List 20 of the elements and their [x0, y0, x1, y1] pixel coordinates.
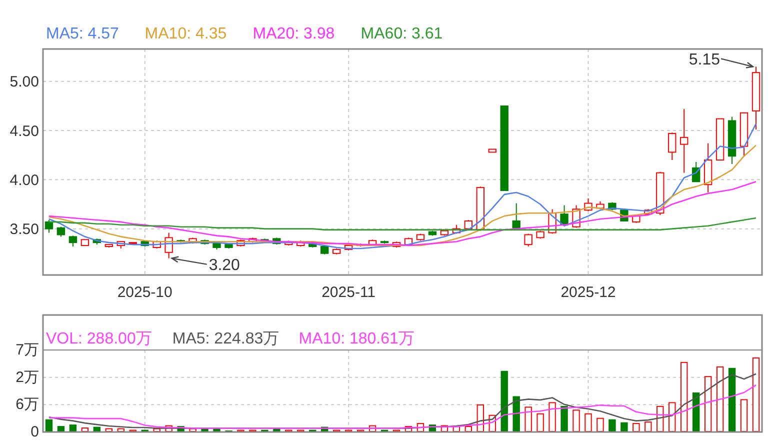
y-tick-label: 5.00 [10, 74, 39, 91]
text: MA5: 4.57 [46, 26, 120, 43]
y-tick-label: 4.50 [10, 122, 39, 140]
annotation: 3.20 [208, 256, 240, 274]
annotation: 5.15 [688, 51, 720, 68]
text: MA10: 4.35 [144, 26, 227, 43]
text: 7万 [16, 342, 39, 358]
text: MA60: 3.61 [360, 26, 443, 43]
text: VOL: 288.00万 [46, 330, 152, 348]
text: 0 [30, 424, 39, 440]
y-tick-label: 3.50 [10, 221, 39, 238]
x-tick-label: 2025-11 [322, 284, 376, 301]
text: MA20: 3.98 [252, 26, 335, 43]
text: MA5: 224.83万 [172, 330, 280, 348]
text: 2万 [16, 368, 39, 386]
text: MA10: 180.61万 [298, 330, 414, 348]
text: 6万 [16, 396, 39, 414]
x-tick-label: 2025-12 [560, 284, 616, 301]
y-tick-label: 4.00 [10, 172, 39, 189]
x-tick-label: 2025-10 [117, 284, 172, 301]
